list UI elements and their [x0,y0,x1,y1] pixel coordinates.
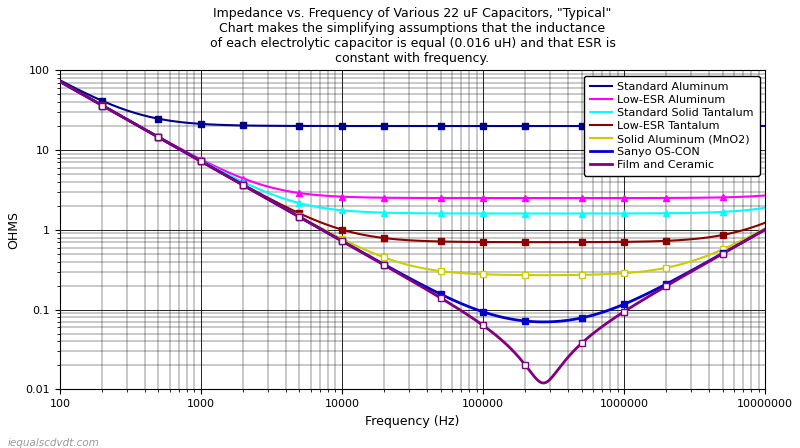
Solid Aluminum (MnO2) [366,249,375,254]
Sanyo OS-CON [760,227,770,232]
Standard Solid Tantalum [760,205,770,211]
Standard Solid Tantalum [618,211,628,216]
Solid Aluminum (MnO2) [618,271,628,276]
Line: Film and Ceramic: Film and Ceramic [60,82,765,383]
Film and Ceramic [540,380,550,386]
Low-ESR Tantalum [127,120,137,125]
Standard Solid Tantalum [606,211,615,216]
Low-ESR Aluminum [55,79,65,84]
Line: Standard Solid Tantalum: Standard Solid Tantalum [60,82,765,214]
Solid Aluminum (MnO2) [538,272,548,278]
Low-ESR Tantalum [618,239,628,245]
Line: Standard Aluminum: Standard Aluminum [60,80,765,126]
Low-ESR Aluminum [760,193,770,198]
Line: Low-ESR Aluminum: Low-ESR Aluminum [60,82,765,198]
Film and Ceramic [606,318,615,323]
Standard Aluminum [540,123,550,129]
Low-ESR Aluminum [538,195,548,201]
Low-ESR Tantalum [366,233,375,239]
Sanyo OS-CON [540,319,550,325]
Sanyo OS-CON [366,254,375,259]
Standard Solid Tantalum [127,120,137,125]
Solid Aluminum (MnO2) [340,237,350,243]
Low-ESR Tantalum [540,240,550,245]
Sanyo OS-CON [538,319,548,325]
X-axis label: Frequency (Hz): Frequency (Hz) [366,414,460,427]
Standard Aluminum [366,123,375,129]
Sanyo OS-CON [618,302,628,307]
Film and Ceramic [618,310,628,315]
Sanyo OS-CON [55,79,65,84]
Low-ESR Tantalum [606,239,615,245]
Low-ESR Aluminum [340,194,350,199]
Standard Aluminum [55,78,65,83]
Sanyo OS-CON [340,240,350,246]
Standard Aluminum [606,123,615,129]
Film and Ceramic [127,120,137,125]
Line: Sanyo OS-CON: Sanyo OS-CON [60,82,765,322]
Film and Ceramic [760,227,770,233]
Solid Aluminum (MnO2) [540,272,550,278]
Low-ESR Aluminum [618,195,628,201]
Low-ESR Aluminum [127,119,137,125]
Standard Aluminum [618,123,628,129]
Film and Ceramic [538,380,548,386]
Film and Ceramic [340,240,350,246]
Standard Aluminum [127,109,137,115]
Text: iequalscdvdt.com: iequalscdvdt.com [8,438,100,448]
Standard Solid Tantalum [55,79,65,84]
Low-ESR Aluminum [366,195,375,200]
Solid Aluminum (MnO2) [55,79,65,84]
Standard Solid Tantalum [340,208,350,213]
Low-ESR Tantalum [340,228,350,233]
Line: Low-ESR Tantalum: Low-ESR Tantalum [60,82,765,242]
Standard Aluminum [760,123,770,129]
Low-ESR Tantalum [538,240,548,245]
Standard Aluminum [340,123,350,129]
Standard Solid Tantalum [540,211,550,216]
Sanyo OS-CON [606,307,615,312]
Low-ESR Tantalum [760,220,770,225]
Standard Aluminum [538,123,548,129]
Legend: Standard Aluminum, Low-ESR Aluminum, Standard Solid Tantalum, Low-ESR Tantalum, : Standard Aluminum, Low-ESR Aluminum, Sta… [584,76,759,176]
Film and Ceramic [366,254,375,260]
Sanyo OS-CON [127,120,137,125]
Y-axis label: OHMS: OHMS [7,211,20,249]
Film and Ceramic [55,79,65,84]
Standard Solid Tantalum [366,210,375,215]
Low-ESR Aluminum [540,195,550,201]
Solid Aluminum (MnO2) [760,226,770,231]
Line: Solid Aluminum (MnO2): Solid Aluminum (MnO2) [60,82,765,275]
Solid Aluminum (MnO2) [127,120,137,125]
Low-ESR Tantalum [55,79,65,84]
Standard Solid Tantalum [538,211,548,216]
Solid Aluminum (MnO2) [606,271,615,277]
Low-ESR Aluminum [606,195,615,201]
Title: Impedance vs. Frequency of Various 22 uF Capacitors, "Typical"
Chart makes the s: Impedance vs. Frequency of Various 22 uF… [210,7,615,65]
